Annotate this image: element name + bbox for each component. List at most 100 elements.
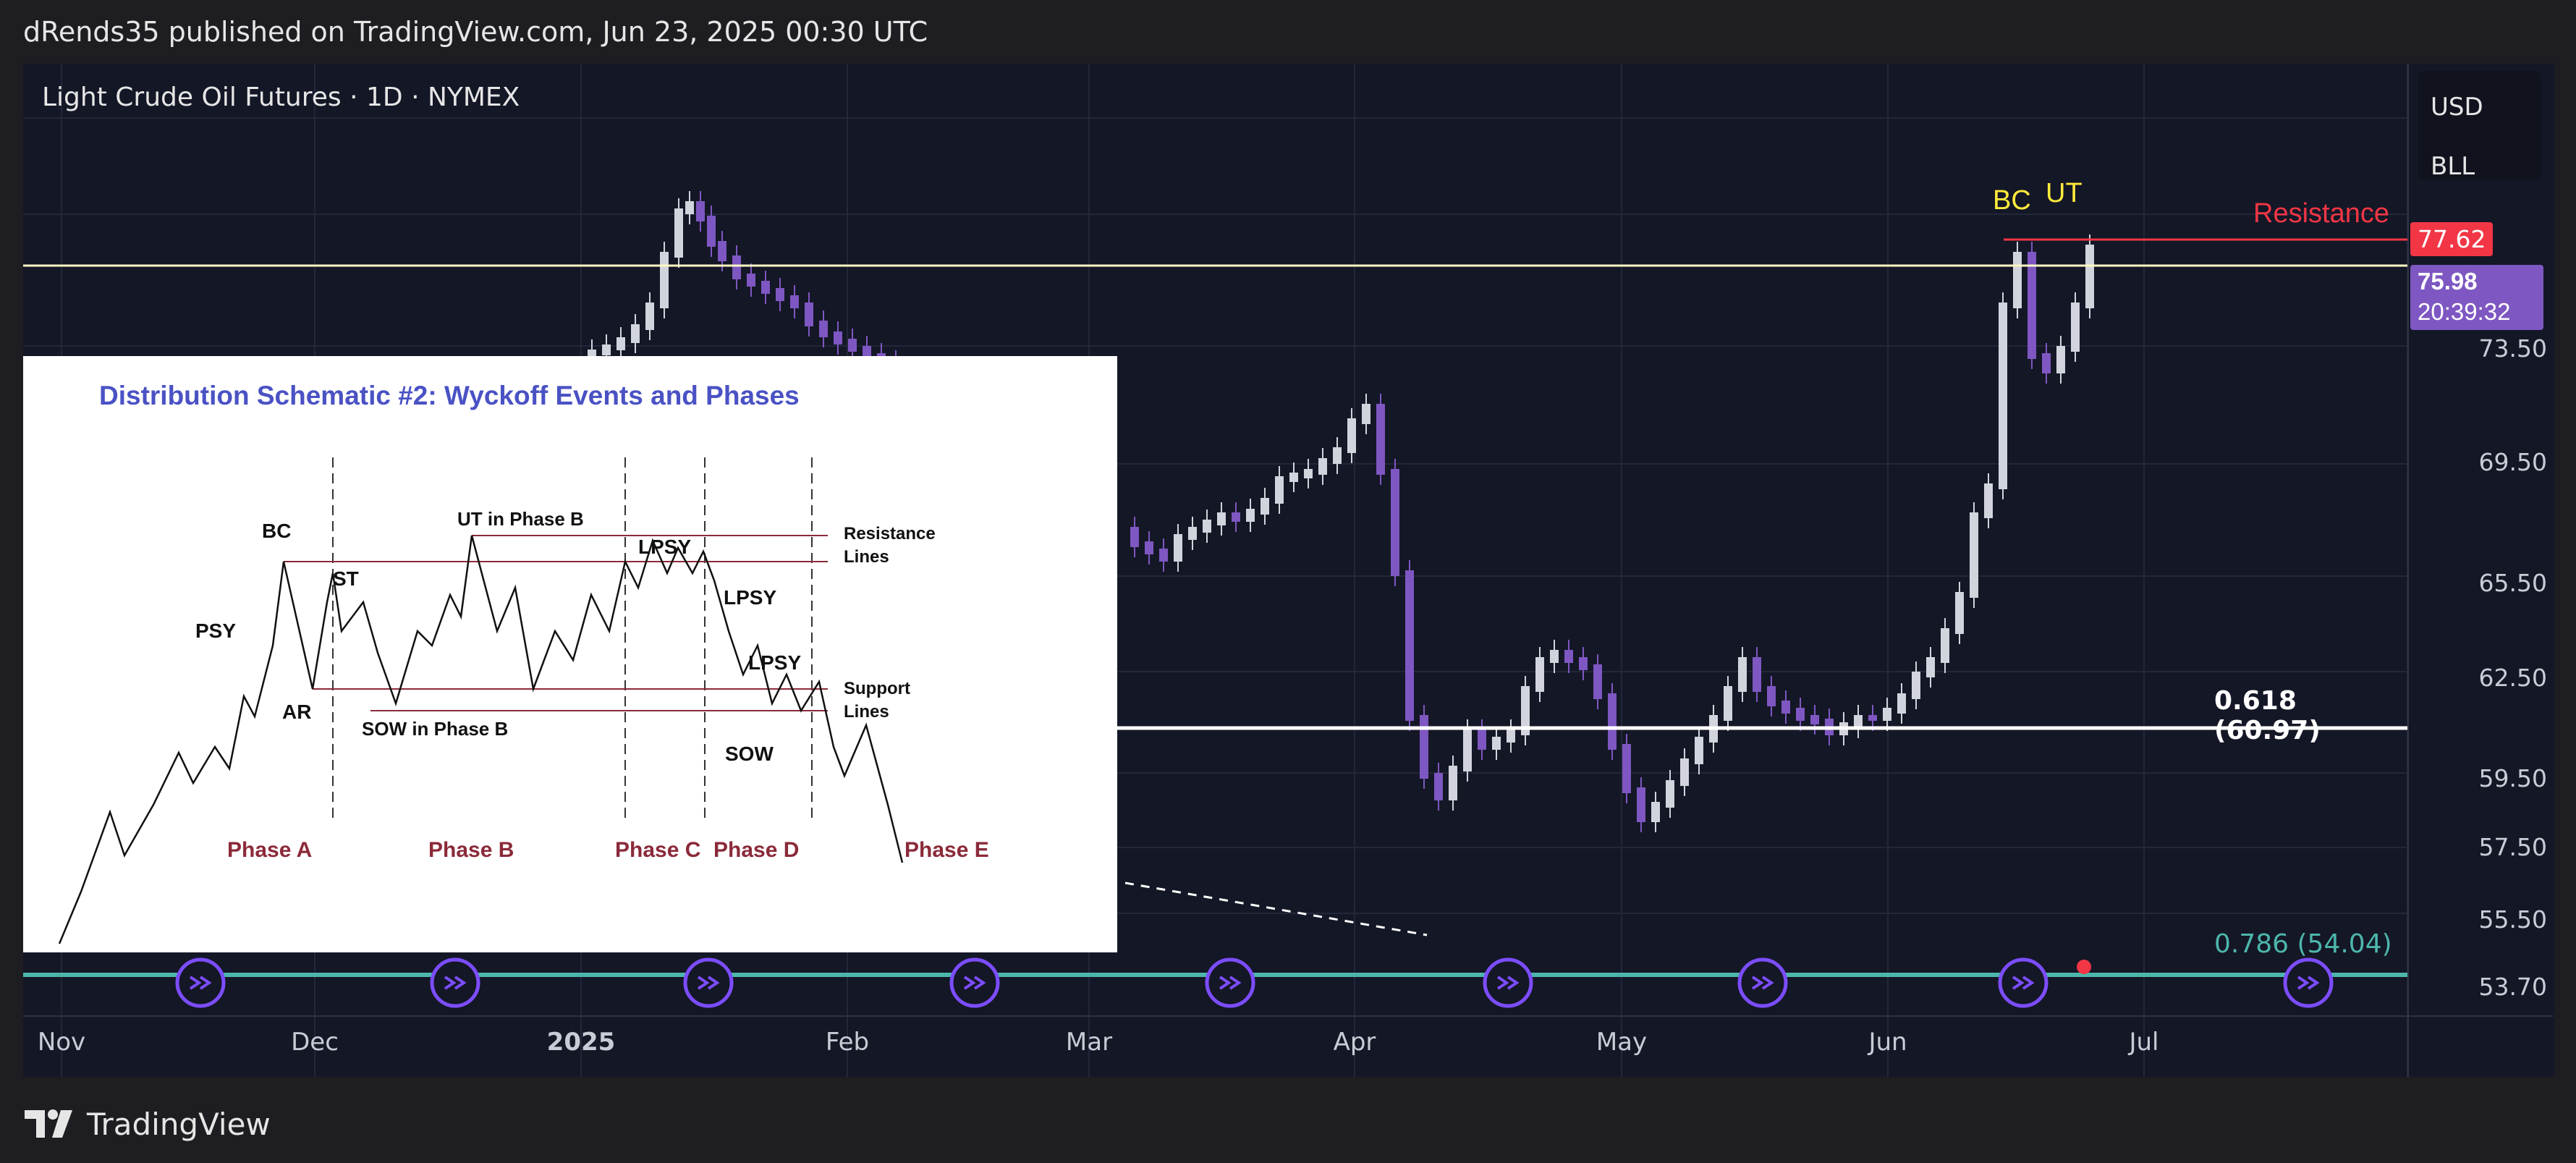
bc-label: BC: [1993, 185, 2031, 216]
candle-body: [1174, 534, 1182, 562]
grid-lines: [23, 64, 2407, 1077]
phase-e-label: Phase E: [904, 838, 989, 862]
fib-786-label: 0.786 (54.04): [2214, 929, 2392, 959]
inset-lpsy-label-3: LPSY: [748, 651, 802, 674]
arrow-icon: [444, 976, 467, 990]
wyckoff-schematic-inset: Distribution Schematic #2: Wyckoff Event…: [23, 356, 1117, 952]
candle-body: [805, 303, 813, 326]
time-label: May: [1596, 1028, 1648, 1057]
arrow-icon: [189, 976, 212, 990]
candle-body: [1897, 693, 1906, 714]
candle-body: [1651, 802, 1660, 822]
candle-body: [732, 255, 741, 279]
candle-body: [1695, 737, 1703, 764]
candle-body: [1854, 715, 1863, 728]
candle-body: [1724, 686, 1732, 721]
inset-ar-label: AR: [282, 701, 312, 723]
inset-sow-phase-b-label: SOW in Phase B: [362, 718, 509, 740]
candle-body: [1318, 458, 1327, 475]
ut-label: UT: [2046, 178, 2083, 208]
candle-body: [1203, 520, 1211, 533]
candle-body: [1420, 715, 1428, 779]
phase-a-label: Phase A: [227, 838, 313, 862]
candle-body: [2042, 353, 2051, 373]
symbol-title[interactable]: Light Crude Oil Futures · 1D · NYMEX: [42, 83, 520, 112]
candle-body: [1333, 447, 1342, 464]
inset-sow-label: SOW: [725, 743, 774, 765]
unit-selector[interactable]: USD BLL: [2418, 71, 2541, 181]
candle-body: [707, 216, 716, 247]
inset-lpsy-label-2: LPSY: [724, 586, 777, 609]
candle-body: [1941, 628, 1949, 663]
candle-body: [696, 201, 705, 221]
fib-618-label: 0.618 (60.97): [2214, 686, 2321, 745]
time-label: Nov: [37, 1028, 86, 1057]
candle-body: [790, 295, 799, 308]
inset-bc-label: BC: [262, 520, 292, 542]
arrow-icon: [963, 976, 986, 990]
candle-body: [747, 274, 755, 287]
last-price-tag: 75.98 20:39:32: [2410, 265, 2543, 330]
candle-body: [2028, 252, 2036, 359]
candle-body: [1130, 527, 1139, 547]
wyckoff-schematic-drawing: [58, 457, 904, 944]
chart-pane[interactable]: Light Crude Oil Futures · 1D · NYMEX BC …: [23, 64, 2407, 1077]
arrow-icon: [2012, 976, 2035, 990]
candle-body: [1868, 715, 1877, 721]
price-label: 59.50: [2478, 764, 2547, 792]
candle-body: [674, 208, 683, 258]
candle-body: [1767, 686, 1776, 706]
candle-body: [1521, 686, 1530, 735]
candle-body: [1680, 758, 1689, 786]
tradingview-logo-icon: [25, 1109, 72, 1138]
candle-body: [1217, 512, 1226, 525]
candle-body: [1449, 766, 1457, 800]
candle-body: [1666, 780, 1674, 808]
candle-body: [1608, 693, 1617, 750]
candle-body: [1304, 469, 1313, 478]
candle-body: [631, 324, 640, 343]
price-label: 53.70: [2478, 973, 2547, 1001]
inset-psy-label: PSY: [195, 619, 237, 642]
candle-body: [1159, 549, 1168, 562]
candle-body: [685, 201, 694, 214]
tradingview-logo[interactable]: TradingView: [23, 1106, 271, 1142]
price-axis[interactable]: USD BLL 73.50 69.50 65.50 62.50 59.50 57…: [2407, 64, 2554, 1077]
candle-body: [863, 346, 871, 359]
candle-body: [1999, 303, 2007, 489]
candle-body: [1883, 708, 1891, 721]
candle-body: [1289, 473, 1298, 482]
candle-body: [617, 337, 625, 350]
arrow-icon: [697, 976, 720, 990]
bar-countdown: 20:39:32: [2418, 298, 2511, 325]
candle-body: [1261, 498, 1269, 515]
candle-body: [1405, 570, 1414, 721]
candle-body: [1984, 483, 1993, 518]
price-label: 73.50: [2478, 334, 2547, 363]
price-label: 65.50: [2478, 569, 2547, 597]
price-label: 69.50: [2478, 448, 2547, 476]
phase-b-label: Phase B: [428, 838, 514, 862]
candle-body: [645, 303, 654, 330]
price-label: 57.50: [2478, 833, 2547, 861]
candle-body: [776, 288, 784, 301]
candle-body: [2071, 303, 2080, 352]
inset-lpsy-label-1: LPSY: [638, 536, 692, 558]
event-markers: [175, 957, 2334, 1008]
unit-label[interactable]: BLL: [2431, 152, 2475, 181]
alert-dot-icon: [2077, 960, 2091, 974]
candle-body: [660, 252, 669, 308]
arrow-icon: [1496, 976, 1520, 990]
candle-body: [761, 281, 770, 294]
inset-title: Distribution Schematic #2: Wyckoff Event…: [99, 381, 800, 410]
candle-body: [718, 241, 726, 261]
candle-body: [1926, 657, 1935, 677]
time-label: Dec: [291, 1028, 339, 1057]
chart-canvas[interactable]: [23, 64, 2407, 1077]
candle-body: [1275, 476, 1284, 504]
inset-resistance-label: Resistance: [844, 524, 936, 544]
inset-resistance-lines-label: Lines: [844, 547, 889, 567]
time-axis-border: [23, 1015, 2553, 1017]
currency-label[interactable]: USD: [2431, 93, 2483, 122]
resistance-price-tag: 77.62: [2410, 222, 2494, 256]
